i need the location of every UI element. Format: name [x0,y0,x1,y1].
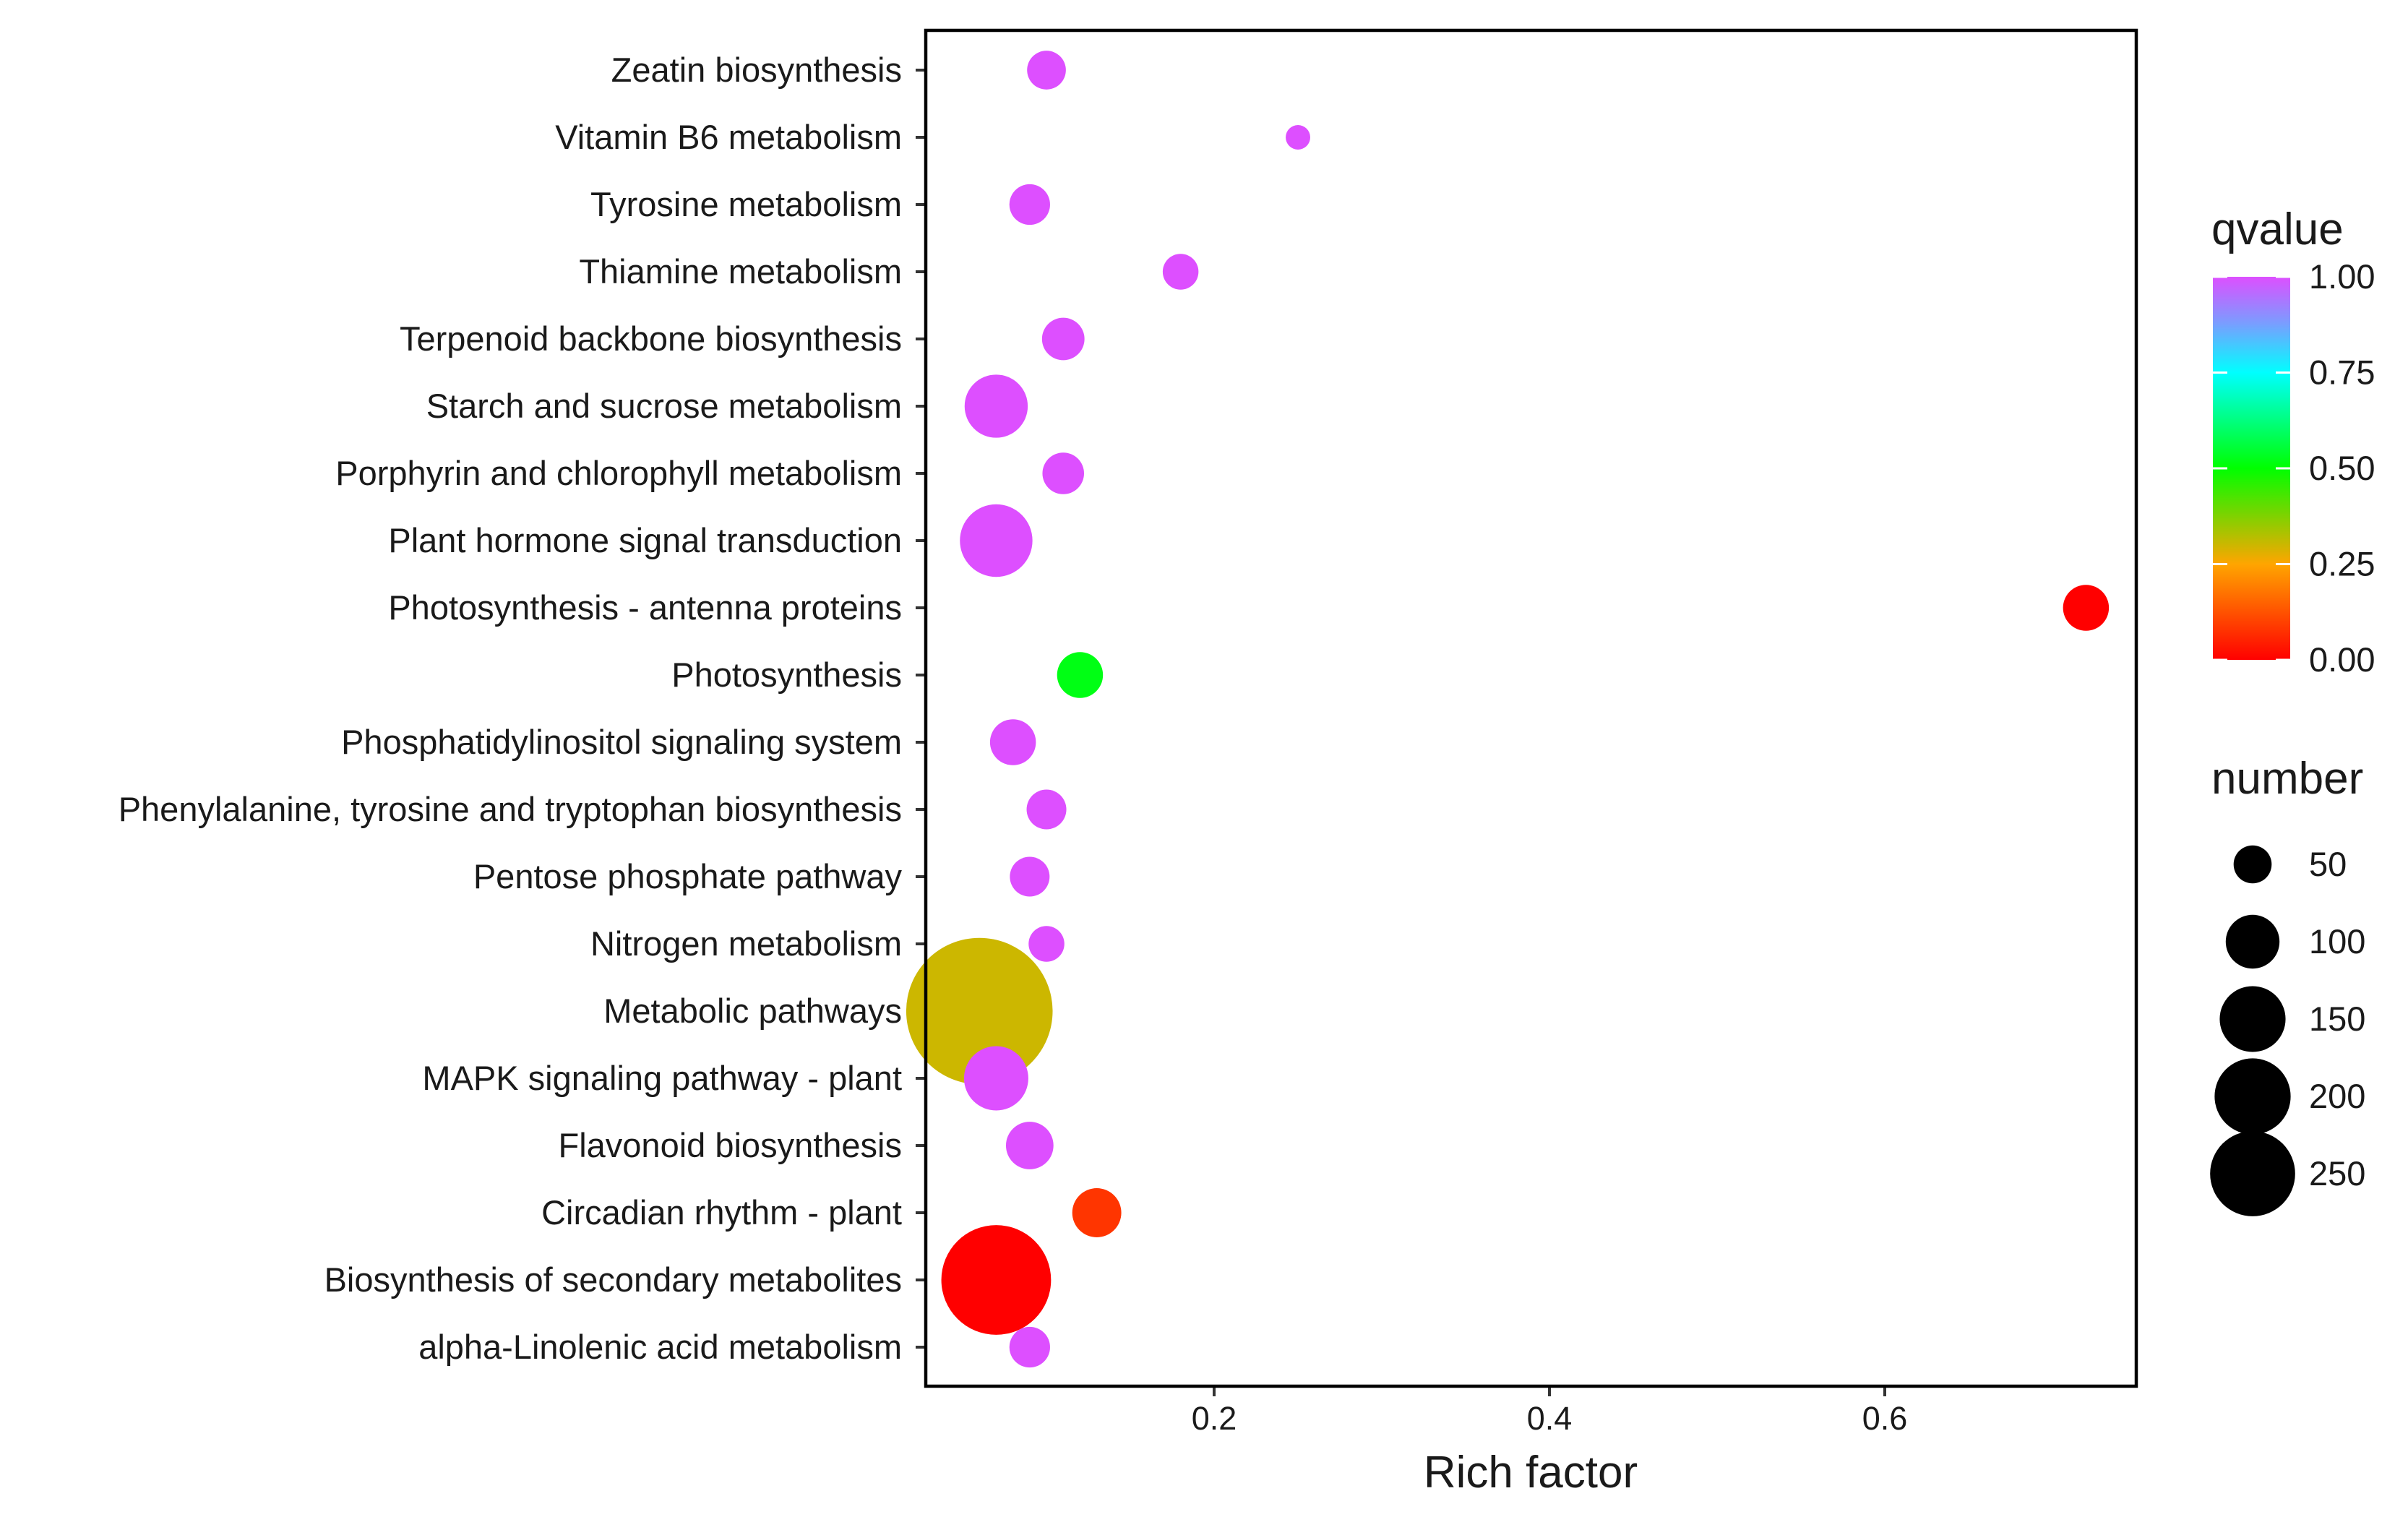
size-key-150 [2219,986,2286,1052]
qvalue-legend: qvalue 1.00 0.75 0.50 0.25 0.00 [2211,205,2375,679]
point-vitamin-b6-metabolism [1286,125,1310,150]
size-key-label-150: 150 [2309,1000,2365,1038]
point-nitrogen-metabolism [1028,926,1065,962]
size-key-label-200: 200 [2309,1077,2365,1115]
x-tick-label-0.2: 0.2 [1192,1400,1237,1437]
y-label-phenylalanine-tyrosine-and-tryptophan-biosynthesis: Phenylalanine, tyrosine and tryptophan b… [119,790,902,828]
point-phenylalanine-tyrosine-and-tryptophan-biosynthesis [1026,789,1067,830]
colorbar-label-0.00: 0.00 [2309,640,2375,679]
number-legend: number 50 100 150 200 250 [2210,754,2365,1216]
y-label-metabolic-pathways: Metabolic pathways [603,992,902,1030]
qvalue-legend-title: qvalue [2211,205,2344,254]
point-photosynthesis [1057,652,1104,698]
point-metabolic-pathways [906,937,1053,1085]
y-label-photosynthesis: Photosynthesis [671,656,902,694]
point-alpha-linolenic-acid-metabolism [1009,1326,1050,1368]
y-axis: Zeatin biosynthesis Vitamin B6 metabolism… [119,51,926,1366]
y-label-vitamin-b6-metabolism: Vitamin B6 metabolism [555,118,902,156]
y-label-alpha-linolenic-acid-metabolism: alpha-Linolenic acid metabolism [418,1328,902,1366]
y-label-circadian-rhythm-plant: Circadian rhythm - plant [541,1193,902,1232]
size-key-50 [2233,845,2272,884]
point-circadian-rhythm-plant [1072,1188,1122,1237]
y-label-thiamine-metabolism: Thiamine metabolism [579,252,902,291]
point-zeatin-biosynthesis [1027,51,1066,90]
y-label-porphyrin-and-chlorophyll-metabolism: Porphyrin and chlorophyll metabolism [335,454,902,492]
y-label-starch-and-sucrose-metabolism: Starch and sucrose metabolism [426,387,902,425]
point-terpenoid-backbone-biosynthesis [1041,317,1085,361]
size-key-label-100: 100 [2309,922,2365,961]
x-tick-label-0.6: 0.6 [1862,1400,1908,1437]
y-label-biosynthesis-of-secondary-metabolites: Biosynthesis of secondary metabolites [324,1260,902,1299]
plot-panel-border [924,28,2138,1388]
y-label-phosphatidylinositol-signaling-system: Phosphatidylinositol signaling system [341,723,902,761]
point-phosphatidylinositol-signaling-system [989,719,1036,765]
y-label-plant-hormone-signal-transduction: Plant hormone signal transduction [388,521,902,559]
y-label-zeatin-biosynthesis: Zeatin biosynthesis [611,51,902,89]
size-key-label-50: 50 [2309,845,2347,883]
point-photosynthesis-antenna-proteins [2063,585,2110,631]
y-label-nitrogen-metabolism: Nitrogen metabolism [590,924,902,963]
point-porphyrin-and-chlorophyll-metabolism [1042,452,1085,494]
point-pentose-phosphate-pathway [1010,856,1050,897]
y-label-photosynthesis-antenna-proteins: Photosynthesis - antenna proteins [388,588,902,627]
point-tyrosine-metabolism [1009,184,1050,225]
colorbar-label-0.25: 0.25 [2309,545,2375,583]
x-axis: 0.2 0.4 0.6 [1192,1386,1908,1437]
y-label-pentose-phosphate-pathway: Pentose phosphate pathway [473,857,903,895]
size-key-200 [2214,1058,2291,1135]
x-tick-label-0.4: 0.4 [1527,1400,1573,1437]
colorbar-label-0.50: 0.50 [2309,449,2375,487]
point-flavonoid-biosynthesis [1005,1122,1054,1169]
point-biosynthesis-of-secondary-metabolites [941,1225,1052,1335]
y-label-mapk-signaling-pathway-plant: MAPK signaling pathway - plant [422,1059,902,1097]
x-axis-title: Rich factor [1424,1448,1638,1497]
size-key-100 [2225,914,2280,969]
data-points [906,51,2110,1368]
size-key-250 [2210,1131,2295,1216]
y-label-tyrosine-metabolism: Tyrosine metabolism [590,185,902,223]
colorbar-label-0.75: 0.75 [2309,353,2375,392]
point-starch-and-sucrose-metabolism [964,374,1028,438]
number-legend-title: number [2211,754,2363,804]
y-label-terpenoid-backbone-biosynthesis: Terpenoid backbone biosynthesis [400,319,902,358]
point-thiamine-metabolism [1162,254,1199,290]
size-key-label-250: 250 [2309,1154,2365,1192]
point-mapk-signaling-pathway-plant [963,1046,1028,1111]
colorbar-label-1.00: 1.00 [2309,257,2375,296]
y-label-flavonoid-biosynthesis: Flavonoid biosynthesis [559,1126,903,1164]
point-plant-hormone-signal-transduction [960,504,1033,577]
